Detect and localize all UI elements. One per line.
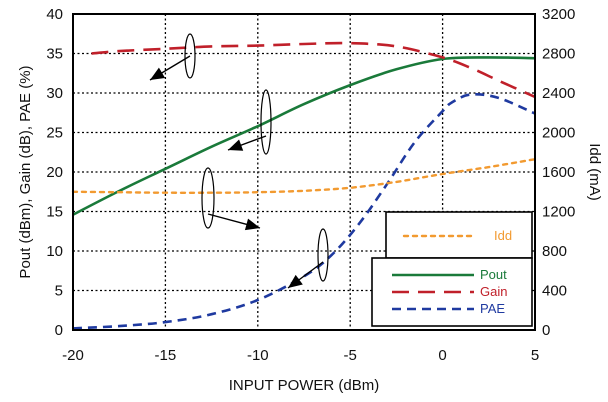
tick-labels: -20 -15 -10 -5 0 5051015202530354004008001200…	[46, 6, 575, 364]
left-y-axis-title: Pout (dBm), Gain (dB), PAE (%)	[17, 65, 34, 278]
right-y-tick-label: 0	[542, 322, 550, 339]
left-y-tick-label: 30	[46, 85, 63, 102]
plot-frame	[72, 13, 536, 331]
annotation-arrow-idd	[207, 213, 261, 231]
legend-label-gain: Gain	[480, 284, 507, 299]
left-y-tick-label: 10	[46, 243, 63, 260]
x-tick-label: -15	[155, 347, 177, 364]
left-y-tick-label: 0	[55, 322, 63, 339]
annotation-ellipse-pae	[317, 228, 329, 282]
right-y-tick-label: 1200	[542, 204, 575, 221]
x-axis-title: INPUT POWER (dBm)	[229, 377, 380, 394]
legend-label-idd: Idd	[494, 228, 512, 243]
series-line-pae	[72, 93, 536, 330]
annotations	[149, 33, 329, 289]
right-y-tick-label: 400	[542, 283, 567, 300]
x-tick-label: -5	[344, 347, 357, 364]
right-y-tick-label: 1600	[542, 164, 575, 181]
x-tick-label: 0	[438, 347, 446, 364]
right-y-tick-label: 3200	[542, 6, 575, 23]
annotation-arrow-pae-head	[288, 274, 303, 288]
x-tick-label: -20	[62, 347, 84, 364]
legends: Idd Pout Gain PAE	[371, 211, 533, 327]
grid	[73, 14, 535, 330]
legend-label-pae: PAE	[480, 301, 505, 316]
annotation-arrow-idd-head	[244, 218, 260, 231]
series-line-gain	[91, 41, 536, 99]
right-y-axis-title: Idd (mA)	[586, 143, 603, 201]
left-y-tick-label: 15	[46, 204, 63, 221]
x-tick-label: -10	[247, 347, 269, 364]
left-y-tick-label: 25	[46, 125, 63, 142]
left-y-tick-label: 35	[46, 46, 63, 63]
series-line-idd	[71, 158, 537, 194]
right-y-tick-label: 2800	[542, 46, 575, 63]
left-y-tick-label: 5	[55, 283, 63, 300]
annotation-ellipse-idd	[201, 167, 215, 229]
annotation-arrow-gain-head	[150, 67, 166, 80]
left-y-tick-label: 20	[46, 164, 63, 181]
annotation-arrow-pout	[227, 135, 267, 151]
legend-box-2: Pout Gain PAE	[371, 257, 533, 327]
annotation-arrow-pae	[287, 261, 324, 289]
annotation-ellipse-gain	[184, 33, 196, 79]
left-y-tick-label: 40	[46, 6, 63, 23]
annotation-arrow-pout-head	[228, 139, 244, 151]
right-y-tick-label: 2400	[542, 85, 575, 102]
legend-label-pout: Pout	[480, 267, 507, 282]
series-layer	[71, 41, 537, 330]
series-line-pout	[72, 56, 536, 216]
right-y-tick-label: 800	[542, 243, 567, 260]
x-tick-label: 5	[531, 347, 539, 364]
legend-box-1: Idd	[385, 211, 533, 259]
annotation-arrow-gain	[149, 55, 191, 81]
annotation-ellipse-pout	[260, 89, 272, 155]
right-y-tick-label: 2000	[542, 125, 575, 142]
